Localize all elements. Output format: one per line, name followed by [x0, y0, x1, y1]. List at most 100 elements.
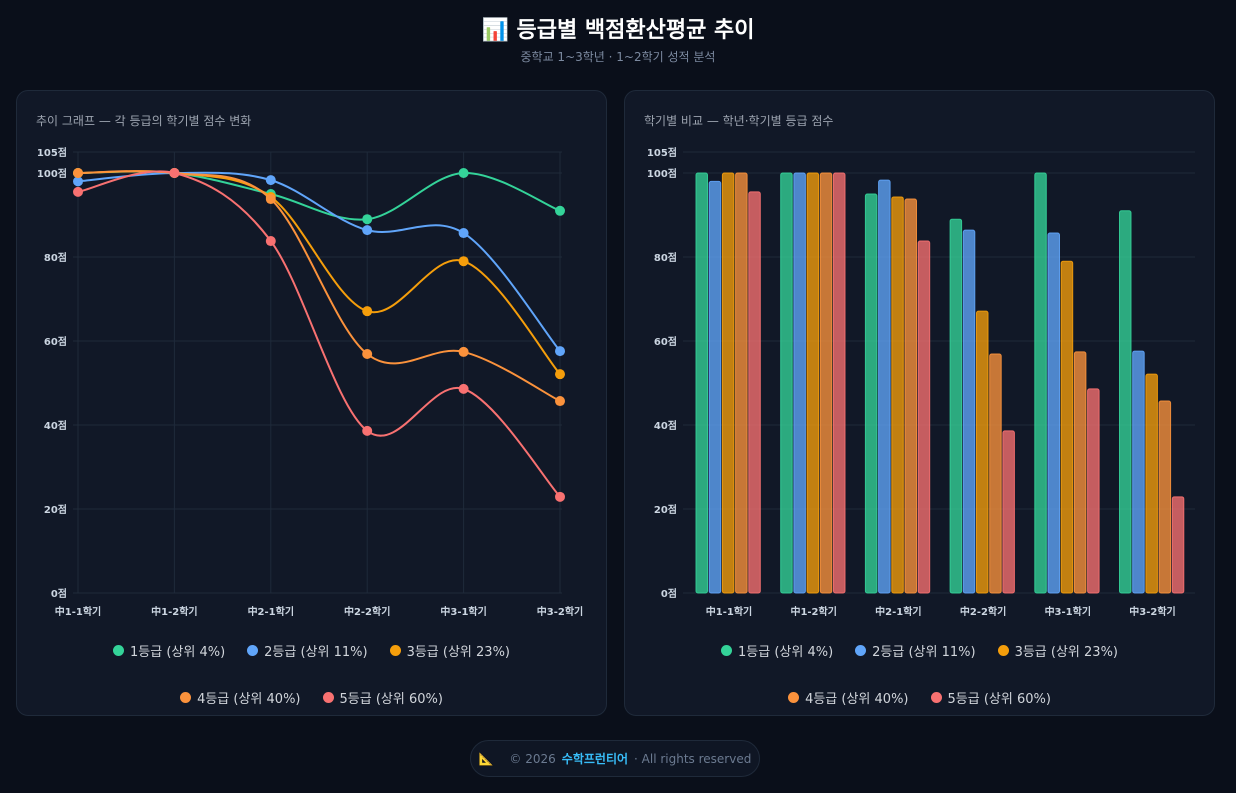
- legend-label: 4등급 (상위 40%): [805, 692, 909, 707]
- legend-label: 1등급 (상위 4%): [738, 645, 834, 660]
- bar: [708, 180, 722, 594]
- x-tick-label: 中2-1학기: [248, 605, 294, 618]
- legend-swatch: [930, 692, 942, 703]
- title-text: 등급별 백점환산평균 추이: [516, 18, 755, 43]
- bar: [748, 191, 761, 594]
- bar: [1158, 400, 1172, 594]
- legend-item[interactable]: 5등급 (상위 60%): [322, 688, 443, 707]
- bar: [1132, 350, 1145, 594]
- legend-swatch: [997, 645, 1009, 656]
- legend-item[interactable]: 2등급 (상위 11%): [855, 641, 976, 660]
- data-point: [458, 383, 469, 394]
- bar-chart-card: 학기별 비교 — 학년·학기별 등급 점수 0점 20점 40점 60점 80점 100점…: [624, 90, 1215, 716]
- bar: [780, 172, 793, 594]
- legend-label: 5등급 (상위 60%): [947, 692, 1051, 707]
- bar: [1034, 172, 1047, 594]
- y-tick-label: 100점: [647, 168, 677, 180]
- x-tick-label: 中2-2학기: [344, 605, 390, 618]
- data-point: [265, 236, 276, 247]
- y-tick-label: 0점: [661, 588, 677, 600]
- x-tick-label: 中2-1학기: [875, 605, 921, 618]
- rights-text: · All rights reserved: [634, 751, 752, 766]
- y-tick-label: 20점: [44, 504, 67, 516]
- data-point: [555, 491, 565, 502]
- legend-swatch: [113, 645, 124, 656]
- bar: [1073, 351, 1087, 594]
- legend-label: 2등급 (상위 11%): [872, 645, 976, 660]
- legend-label: 2등급 (상위 11%): [264, 645, 368, 660]
- bar-chart-icon: 📊: [481, 18, 509, 43]
- data-point: [362, 349, 373, 360]
- data-point: [169, 168, 180, 178]
- bar: [917, 240, 931, 594]
- legend-swatch: [180, 692, 192, 703]
- bar-chart-legend: 1등급 (상위 4%) 2등급 (상위 11%) 3등급 (상위 23%) 4등급 (…: [625, 641, 1214, 707]
- data-point: [555, 346, 565, 357]
- y-tick-label: 105점: [37, 147, 67, 159]
- x-tick-label: 中3-1학기: [440, 605, 486, 618]
- data-point: [555, 396, 565, 407]
- data-point: [458, 228, 469, 239]
- data-point: [555, 369, 565, 380]
- bar: [721, 172, 735, 594]
- y-tick-label: 0점: [51, 588, 67, 600]
- data-point: [265, 194, 276, 205]
- legend-swatch: [788, 692, 800, 703]
- bar: [793, 172, 806, 594]
- data-point: [73, 168, 83, 178]
- data-point: [73, 176, 83, 187]
- bar: [1002, 430, 1015, 594]
- y-tick-label: 60점: [44, 336, 67, 348]
- bar: [962, 229, 976, 594]
- y-tick-label: 105점: [647, 147, 677, 159]
- bar: [1145, 373, 1158, 594]
- line-chart-card: 추이 그래프 — 각 등급의 학기별 점수 변화 0점 20점 40점 60점 80점 1…: [16, 90, 607, 716]
- bar: [1087, 388, 1100, 594]
- legend-item[interactable]: 5등급 (상위 60%): [930, 688, 1051, 707]
- legend-item[interactable]: 3등급 (상위 23%): [389, 641, 510, 660]
- y-tick-label: 60점: [654, 336, 677, 348]
- legend-item[interactable]: 3등급 (상위 23%): [997, 641, 1118, 660]
- legend-swatch: [322, 692, 334, 703]
- legend-item[interactable]: 2등급 (상위 11%): [247, 641, 368, 660]
- data-point: [458, 346, 469, 357]
- y-tick-label: 40점: [44, 420, 67, 432]
- bar: [819, 172, 833, 594]
- bar: [989, 353, 1002, 594]
- bar: [806, 172, 820, 594]
- triangle-ruler-icon: 📐: [478, 751, 494, 766]
- bar: [1047, 232, 1060, 594]
- data-point: [73, 186, 83, 197]
- line-chart-legend: 1등급 (상위 4%) 2등급 (상위 11%) 3등급 (상위 23%) 4등급 (…: [17, 641, 606, 707]
- page-title: 📊 등급별 백점환산평균 추이: [0, 12, 1236, 44]
- legend-swatch: [389, 645, 401, 656]
- bar: [904, 198, 917, 594]
- line-chart: 0점 20점 40점 60점 80점 100점 105점 中1-1학기 中1-2학기 中2-1학기…: [37, 147, 583, 618]
- line-chart-title: 추이 그래프 — 각 등급의 학기별 점수 변화: [36, 114, 252, 128]
- legend-item[interactable]: 4등급 (상위 40%): [788, 688, 909, 707]
- bar-chart-title: 학기별 비교 — 학년·학기별 등급 점수: [644, 114, 834, 128]
- y-tick-label: 80점: [654, 252, 677, 264]
- brand-link[interactable]: 수학프런티어: [561, 752, 629, 766]
- x-tick-label: 中3-1학기: [1045, 605, 1091, 618]
- bar: [864, 193, 878, 594]
- copyright: © 2026: [509, 751, 556, 766]
- legend-item[interactable]: 1등급 (상위 4%): [113, 641, 225, 660]
- bar: [949, 218, 963, 594]
- bar: [878, 179, 891, 594]
- x-tick-label: 中3-2학기: [537, 605, 583, 618]
- y-tick-label: 80점: [44, 252, 67, 264]
- legend-swatch: [855, 645, 867, 656]
- bar: [976, 310, 989, 594]
- x-tick-label: 中1-2학기: [151, 605, 197, 618]
- x-tick-label: 中1-2학기: [790, 605, 836, 618]
- x-tick-label: 中2-2학기: [960, 605, 1006, 618]
- legend-label: 3등급 (상위 23%): [1014, 645, 1118, 660]
- legend-item[interactable]: 1등급 (상위 4%): [721, 641, 833, 660]
- legend-item[interactable]: 4등급 (상위 40%): [180, 688, 301, 707]
- data-point: [265, 175, 276, 186]
- y-tick-label: 100점: [37, 168, 67, 180]
- data-point: [555, 205, 565, 216]
- series-line: [77, 170, 561, 498]
- bar: [695, 172, 708, 594]
